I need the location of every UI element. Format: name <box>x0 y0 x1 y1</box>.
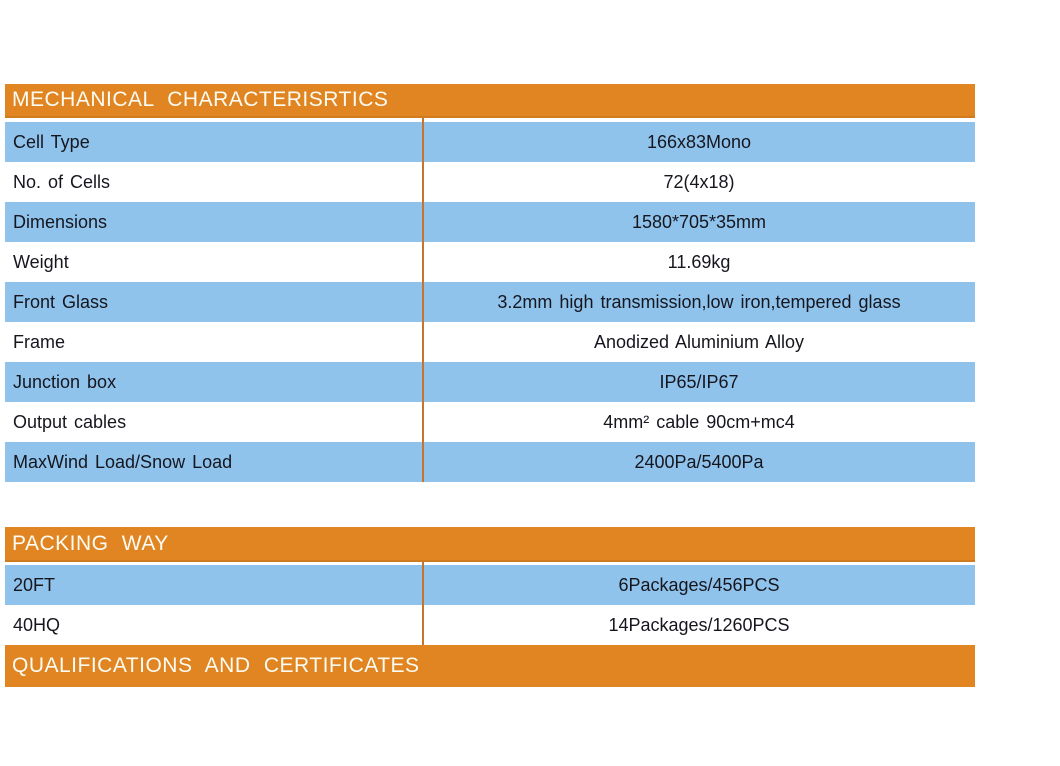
table-row: No. of Cells 72(4x18) <box>5 162 975 202</box>
label-cell: Cell Type <box>13 131 90 152</box>
value-cell: Anodized Aluminium Alloy <box>593 331 805 352</box>
packing-rows: 20FT 6Packages/456PCS 40HQ 14Packages/12… <box>5 562 975 645</box>
table-row: Cell Type 166x83Mono <box>5 122 975 162</box>
section-header-qualifications: QUALIFICATIONS AND CERTIFICATES <box>5 645 975 687</box>
section-header-mechanical: MECHANICAL CHARACTERISRTICS <box>5 84 975 118</box>
label-cell: MaxWind Load/Snow Load <box>13 451 233 472</box>
table-row: Frame Anodized Aluminium Alloy <box>5 322 975 362</box>
value-cell: 14Packages/1260PCS <box>608 614 790 635</box>
section-header-packing: PACKING WAY <box>5 527 975 562</box>
label-cell: 40HQ <box>13 614 61 635</box>
section-qualifications: QUALIFICATIONS AND CERTIFICATES <box>5 645 975 687</box>
value-cell: 3.2mm high transmission,low iron,tempere… <box>497 291 901 312</box>
label-cell: No. of Cells <box>13 171 111 192</box>
spec-table: MECHANICAL CHARACTERISRTICS Cell Type 16… <box>5 84 975 687</box>
label-cell: Frame <box>13 331 66 352</box>
section-packing: PACKING WAY 20FT 6Packages/456PCS 40HQ 1… <box>5 527 975 645</box>
table-row: Junction box IP65/IP67 <box>5 362 975 402</box>
value-cell: 72(4x18) <box>663 171 735 192</box>
value-cell: 11.69kg <box>667 251 731 272</box>
table-row: Weight 11.69kg <box>5 242 975 282</box>
table-row: Output cables 4mm² cable 90cm+mc4 <box>5 402 975 442</box>
label-cell: Front Glass <box>13 291 109 312</box>
table-row: Front Glass 3.2mm high transmission,low … <box>5 282 975 322</box>
label-cell: 20FT <box>13 574 56 595</box>
table-row: 40HQ 14Packages/1260PCS <box>5 605 975 645</box>
section-mechanical: MECHANICAL CHARACTERISRTICS Cell Type 16… <box>5 84 975 482</box>
table-row: 20FT 6Packages/456PCS <box>5 565 975 605</box>
label-cell: Junction box <box>13 371 117 392</box>
label-cell: Dimensions <box>13 211 108 232</box>
value-cell: 166x83Mono <box>646 131 752 152</box>
value-cell: 6Packages/456PCS <box>618 574 780 595</box>
table-row: Dimensions 1580*705*35mm <box>5 202 975 242</box>
value-cell: 2400Pa/5400Pa <box>634 451 764 472</box>
value-cell: 1580*705*35mm <box>631 211 767 232</box>
column-divider <box>422 562 424 645</box>
column-divider <box>422 118 424 482</box>
value-cell: 4mm² cable 90cm+mc4 <box>603 411 795 432</box>
table-row: MaxWind Load/Snow Load 2400Pa/5400Pa <box>5 442 975 482</box>
label-cell: Weight <box>13 251 69 272</box>
label-cell: Output cables <box>13 411 127 432</box>
value-cell: IP65/IP67 <box>659 371 739 392</box>
mechanical-rows: Cell Type 166x83Mono No. of Cells 72(4x1… <box>5 118 975 482</box>
